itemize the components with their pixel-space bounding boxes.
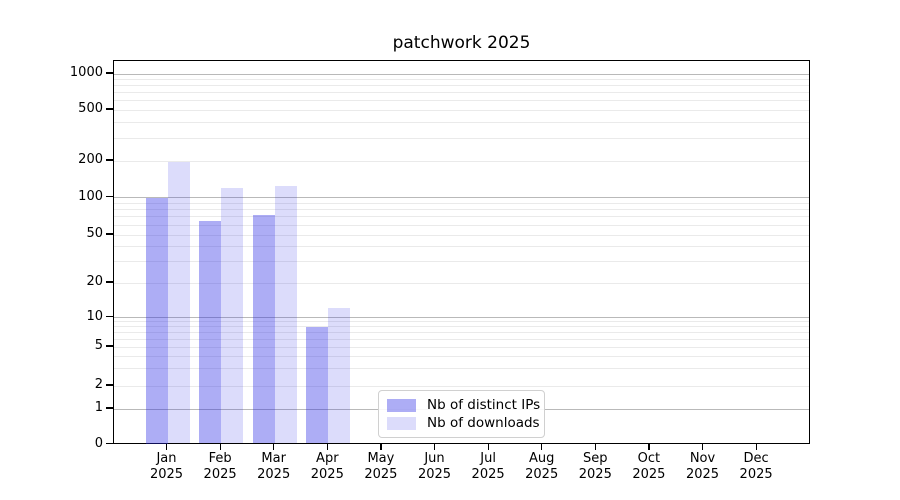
gridline-minor (114, 321, 809, 323)
x-tick-label-oct: Oct 2025 (632, 450, 666, 483)
y-tick-mark (106, 442, 113, 445)
legend-swatch-distinct-ips-icon (387, 398, 416, 412)
x-tick-label-feb: Feb 2025 (203, 450, 237, 483)
x-tick-label-apr: Apr 2025 (310, 450, 344, 483)
gridline-minor (114, 224, 809, 226)
legend-label-downloads: Nb of downloads (427, 415, 540, 431)
x-tick-label-jun: Jun 2025 (417, 450, 452, 483)
x-tick-mark (219, 444, 221, 450)
x-tick-label-may: May 2025 (364, 450, 398, 483)
gridline-minor (114, 216, 809, 218)
gridline-major (114, 317, 809, 318)
gridline-minor (114, 234, 809, 236)
x-tick-mark (594, 444, 596, 450)
y-tick-mark (106, 72, 113, 74)
bar-downloads-apr (328, 308, 351, 444)
y-tick-mark (106, 315, 113, 318)
x-tick-mark (648, 444, 650, 450)
gridline-major (114, 73, 809, 75)
legend-swatch-downloads-icon (387, 416, 416, 430)
x-tick-mark (755, 444, 757, 450)
bar-distinct-ips-feb (199, 220, 222, 444)
gridline-minor (114, 261, 809, 263)
legend: Nb of distinct IPs Nb of downloads (378, 390, 545, 438)
gridline-minor (114, 109, 809, 111)
gridline-minor (114, 355, 809, 357)
legend-label-distinct-ips: Nb of distinct IPs (427, 397, 541, 413)
bar-downloads-jan (167, 162, 190, 444)
y-tick-label: 2 (94, 377, 103, 392)
gridline-minor (114, 368, 809, 370)
x-tick-mark (326, 444, 328, 450)
gridline-minor (114, 92, 809, 94)
y-tick-mark (106, 384, 113, 386)
x-tick-mark (701, 444, 704, 450)
legend-item-distinct-ips: Nb of distinct IPs (387, 396, 540, 414)
gridline-minor (114, 326, 809, 328)
x-tick-label-sep: Sep 2025 (578, 450, 612, 483)
bar-downloads-mar (274, 185, 297, 444)
y-tick-label: 500 (78, 101, 103, 116)
x-tick-mark (165, 444, 168, 450)
bar-downloads-feb (221, 187, 244, 444)
x-tick-label-jan: Jan 2025 (149, 450, 184, 483)
y-tick-label: 200 (78, 152, 103, 167)
x-tick-label-jul: Jul 2025 (471, 450, 505, 483)
y-tick-label: 20 (86, 274, 103, 289)
y-tick-mark (106, 281, 113, 283)
plot-area (113, 60, 810, 444)
gridline-minor (114, 85, 809, 87)
bar-distinct-ips-mar (252, 215, 275, 444)
gridline-minor (114, 332, 809, 334)
gridline-minor (114, 346, 809, 348)
gridline-minor (114, 78, 809, 80)
x-tick-mark (487, 444, 489, 450)
gridline-major (114, 197, 809, 198)
gridline-minor (114, 282, 809, 284)
gridline-minor (114, 385, 809, 387)
y-tick-label: 100 (78, 188, 103, 204)
y-tick-label: 5 (94, 338, 103, 353)
gridline-minor (114, 100, 809, 102)
x-tick-mark (433, 444, 436, 450)
x-tick-mark (273, 444, 275, 450)
x-tick-label-dec: Dec 2025 (739, 450, 773, 483)
y-tick-mark (106, 159, 113, 161)
gridline-minor (114, 121, 809, 123)
gridline-minor (114, 160, 809, 162)
y-tick-label: 50 (86, 226, 103, 241)
y-tick-mark (106, 233, 113, 235)
legend-item-downloads: Nb of downloads (387, 414, 540, 432)
chart-title: patchwork 2025 (392, 33, 531, 53)
y-tick-label: 1000 (69, 65, 103, 80)
gridline-minor (114, 246, 809, 248)
y-tick-mark (106, 108, 113, 110)
x-tick-label-nov: Nov 2025 (685, 450, 720, 483)
y-tick-label: 10 (86, 308, 103, 324)
y-tick-label: 0 (94, 435, 103, 451)
bar-distinct-ips-apr (306, 326, 329, 444)
gridline-minor (114, 137, 809, 139)
x-tick-mark (541, 444, 543, 450)
gridline-minor (114, 202, 809, 204)
gridline-minor (114, 338, 809, 340)
x-tick-label-mar: Mar 2025 (257, 450, 291, 483)
x-tick-mark (380, 444, 382, 450)
y-tick-mark (106, 195, 113, 198)
gridline-minor (114, 209, 809, 211)
y-tick-mark (106, 407, 113, 409)
x-tick-label-aug: Aug 2025 (525, 450, 559, 483)
y-tick-mark (106, 345, 113, 347)
bar-distinct-ips-jan (145, 197, 168, 444)
y-tick-label: 1 (94, 400, 103, 415)
